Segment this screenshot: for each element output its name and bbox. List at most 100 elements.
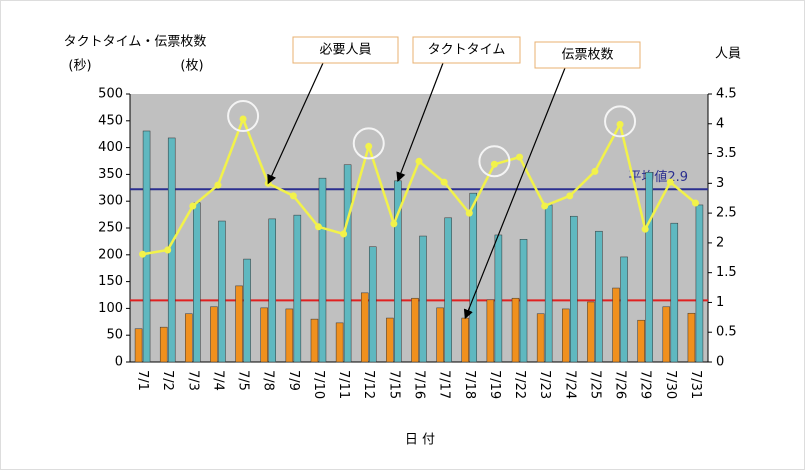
marker: [314, 223, 322, 231]
y-tick-label: 250: [98, 221, 123, 236]
x-tick-label: 7/23: [537, 370, 552, 399]
arrow: [463, 67, 566, 320]
y2-tick-label: 0.5: [716, 325, 737, 340]
y2-tick-label: 4.5: [716, 87, 737, 102]
bar: [318, 177, 327, 363]
marker: [516, 153, 524, 161]
x-tick-label: 7/29: [638, 370, 653, 399]
marker: [214, 181, 222, 189]
highlight: [478, 145, 511, 178]
marker: [591, 167, 599, 175]
x-tick-label: 7/26: [613, 370, 628, 399]
bar: [335, 322, 344, 363]
bar: [419, 235, 427, 363]
annotation-box: [534, 41, 641, 69]
y2-tick-label: 2: [716, 235, 724, 250]
marker: [415, 157, 423, 165]
x-tick-label: 7/10: [311, 370, 326, 399]
marker: [139, 250, 147, 258]
bar: [461, 317, 470, 363]
bar: [343, 164, 352, 363]
x-tick-label: 7/9: [286, 370, 301, 391]
bar: [293, 214, 302, 363]
bar: [570, 215, 578, 363]
y2-tick-label: 4: [716, 116, 724, 131]
bar: [511, 297, 520, 363]
marker: [239, 115, 247, 123]
bar: [670, 222, 679, 363]
bar: [562, 308, 570, 363]
bar: [536, 313, 545, 363]
y2-tick-label: 1: [716, 295, 724, 310]
bar: [218, 220, 226, 363]
bar: [193, 202, 201, 363]
bar: [444, 217, 452, 363]
bar: [368, 246, 377, 363]
marker: [666, 178, 674, 186]
y-tick-label: 0: [115, 355, 123, 370]
bar: [695, 204, 704, 363]
y2-axis-title: 人員: [715, 47, 741, 62]
y-tick-label: 50: [106, 328, 123, 343]
y2-tick-label: 1.5: [716, 265, 737, 280]
y-unit: (秒): [68, 59, 91, 74]
y-tick-label: 500: [98, 87, 123, 102]
x-tick-label: 7/31: [688, 370, 703, 399]
y2-tick-label: 2.5: [716, 206, 737, 221]
bar: [662, 306, 671, 363]
marker: [189, 202, 197, 210]
x-tick-label: 7/5: [236, 370, 251, 391]
bar: [310, 318, 319, 363]
marker: [616, 120, 624, 128]
bar: [637, 319, 645, 363]
x-tick-label: 7/24: [562, 370, 577, 399]
highlight: [227, 100, 260, 133]
x-axis-title: 日 付: [405, 433, 435, 448]
annotation-box: [412, 36, 521, 64]
bar: [587, 301, 595, 363]
bar: [235, 285, 243, 363]
reference-label: 平均値2.9: [628, 169, 688, 185]
annotation-label: 伝票枚数: [561, 48, 613, 63]
bar: [260, 307, 268, 363]
y-tick-label: 450: [98, 113, 123, 128]
x-tick-label: 7/15: [386, 370, 401, 399]
bar: [268, 218, 276, 363]
y-axis-title: タクトタイム・伝票枚数: [64, 35, 207, 50]
marker: [691, 199, 699, 207]
x-tick-label: 7/2: [160, 370, 175, 391]
bar: [386, 317, 394, 363]
annotation-label: 必要人員: [319, 43, 371, 58]
marker: [164, 246, 172, 254]
y2-tick-label: 3.5: [716, 146, 737, 161]
bar: [486, 299, 495, 363]
bar: [544, 204, 553, 363]
marker: [490, 160, 498, 168]
y-tick-label: 350: [98, 167, 123, 182]
bar: [687, 312, 696, 363]
marker: [289, 192, 297, 200]
annotation-label: タクトタイム: [428, 43, 506, 58]
annotation-box: [292, 36, 399, 64]
x-tick-label: 7/3: [185, 370, 200, 391]
x-tick-label: 7/1: [135, 370, 150, 391]
marker: [340, 230, 348, 238]
marker: [541, 202, 549, 210]
highlight: [352, 127, 385, 160]
x-tick-label: 7/12: [361, 370, 376, 399]
x-tick-label: 7/25: [587, 370, 602, 399]
x-tick-label: 7/4: [210, 370, 225, 391]
bar: [494, 234, 503, 363]
x-tick-label: 7/19: [487, 370, 502, 399]
marker: [566, 192, 574, 200]
highlight: [604, 105, 637, 138]
marker: [465, 209, 473, 217]
marker: [440, 178, 448, 186]
bar: [595, 230, 603, 363]
arrow: [267, 62, 324, 185]
y-tick-label: 400: [98, 140, 123, 155]
arrow: [396, 62, 444, 182]
x-tick-label: 7/16: [412, 370, 427, 399]
x-tick-label: 7/8: [261, 370, 276, 391]
